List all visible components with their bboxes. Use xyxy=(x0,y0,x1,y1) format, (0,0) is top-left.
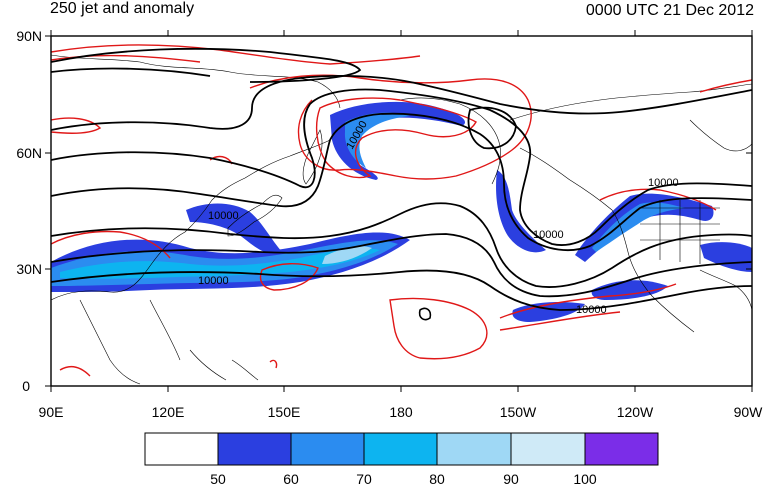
colorbar-box-50-60 xyxy=(217,432,292,466)
colorbar-box-70-80 xyxy=(363,432,438,466)
anomaly-contour-pacific xyxy=(259,263,488,360)
coast-kamchatka xyxy=(302,129,323,185)
jet-subtropical-1 xyxy=(512,302,585,322)
x-tick-150e: 150E xyxy=(268,404,301,420)
jet-japan xyxy=(186,203,282,255)
chart-title: 250 jet and anomaly xyxy=(50,0,195,17)
colorbar-label-80: 80 xyxy=(429,471,445,487)
height-contour-sub-1 xyxy=(51,233,752,298)
anomaly-contour-ridge xyxy=(249,74,532,180)
anomaly-contour-america xyxy=(599,79,752,211)
height-contour-trough-3 xyxy=(51,112,752,252)
jet-80-band xyxy=(60,248,380,279)
colorbar xyxy=(144,432,659,466)
colorbar-label-60: 60 xyxy=(283,471,299,487)
coast-us-grid xyxy=(640,200,720,264)
colorbar-box-above-100 xyxy=(584,432,659,466)
coast-alaska xyxy=(399,97,501,185)
y-tick-60n: 60N xyxy=(16,145,42,161)
coast-se-asia xyxy=(79,299,259,385)
colorbar-box-60-70 xyxy=(290,432,365,466)
colorbar-box-80-90 xyxy=(436,432,512,466)
x-tick-120w: 120W xyxy=(617,404,654,420)
coast-north-america-north xyxy=(509,83,752,121)
coast-hudson xyxy=(689,119,752,152)
y-tick-90n: 90N xyxy=(16,28,42,44)
height-contour-tropics xyxy=(418,307,432,321)
x-axis xyxy=(50,30,753,392)
coast-japan xyxy=(227,194,283,237)
x-tick-150w: 150W xyxy=(500,404,537,420)
height-contour-trough-1 xyxy=(51,75,752,131)
colorbar-box-90-100 xyxy=(510,432,586,466)
colorbar-label-90: 90 xyxy=(503,471,519,487)
colorbar-label-50: 50 xyxy=(210,471,226,487)
jet-90-core xyxy=(322,246,372,264)
height-contour-small xyxy=(418,307,432,321)
colorbar-label-70: 70 xyxy=(356,471,372,487)
anomaly-contour-subtropical xyxy=(499,283,677,331)
colorbar-box-below-50 xyxy=(144,432,219,466)
jet-shading xyxy=(51,101,752,322)
contour-label-gulf: 10000 xyxy=(533,229,564,241)
coast-east-asia xyxy=(51,139,331,301)
height-contour-mid xyxy=(51,202,752,288)
contour-label-pacific: 10000 xyxy=(198,275,229,287)
height-contour-polar xyxy=(51,47,362,83)
jet-rockies xyxy=(575,193,714,262)
height-contour-trough-2 xyxy=(51,88,752,246)
height-contour-low-alaska xyxy=(467,106,517,150)
anomaly-contour-kara xyxy=(51,117,102,134)
x-tick-90e: 90E xyxy=(39,404,64,420)
y-axis xyxy=(45,35,752,387)
jet-aleutian-inner xyxy=(344,112,410,168)
coastlines xyxy=(51,54,752,385)
x-tick-120e: 120E xyxy=(152,404,185,420)
y-tick-0: 0 xyxy=(22,378,30,394)
jet-gulf-alaska xyxy=(496,170,546,253)
y-tick-30n: 30N xyxy=(16,261,42,277)
height-contours xyxy=(51,47,752,311)
anomaly-contours xyxy=(51,44,752,377)
contour-label-japan: 10000 xyxy=(208,210,239,222)
height-contour-sub-2 xyxy=(51,269,752,311)
valid-time: 0000 UTC 21 Dec 2012 xyxy=(585,2,754,19)
x-tick-180: 180 xyxy=(389,404,413,420)
map-area: 10000 10000 10000 10000 10000 10000 xyxy=(51,44,752,385)
anomaly-contour-siberia xyxy=(51,44,421,65)
contour-label-canada: 10000 xyxy=(648,177,679,189)
jet-east-us xyxy=(700,242,752,272)
x-tick-90w: 90W xyxy=(734,404,764,420)
contour-label-subtropical: 10000 xyxy=(576,304,607,316)
colorbar-label-100: 100 xyxy=(573,471,597,487)
anomaly-contour-aleutian xyxy=(315,97,477,179)
coast-asia-north xyxy=(51,54,341,109)
jet-rockies-inner xyxy=(592,202,685,252)
anomaly-contour-asia-south xyxy=(51,155,278,377)
